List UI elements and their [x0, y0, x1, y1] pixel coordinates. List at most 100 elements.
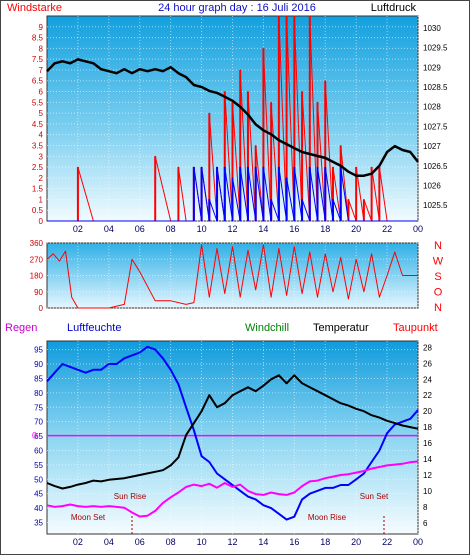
left-tick-label: 0 [39, 304, 44, 313]
x-tick-label: 18 [320, 224, 330, 234]
x-tick-label: 02 [73, 224, 83, 234]
right-tick-label: 14 [423, 455, 432, 464]
x-tick-label: 02 [73, 537, 83, 547]
left-tick-label: 8 [39, 44, 44, 53]
x-tick-label: 20 [351, 537, 361, 547]
regen-zero-label: 0 [32, 431, 37, 441]
right-tick-label: 28 [423, 343, 432, 352]
left-tick-label: 85 [34, 374, 43, 383]
x-tick-label: 22 [382, 224, 392, 234]
wind-direction-line [46, 244, 418, 309]
right-tick-label: 20 [423, 407, 432, 416]
temperatur-line [46, 374, 419, 490]
astro-annotation: Sun Set [360, 492, 389, 501]
temperatur-label: Temperatur [313, 322, 369, 334]
luftdruck-line [46, 58, 419, 177]
luftdruck-axis-label: Luftdruck [371, 2, 417, 14]
wind-direction-series [46, 244, 418, 309]
right-tick-label: 1030 [423, 24, 441, 33]
right-tick-label: 1028.5 [423, 83, 448, 92]
left-tick-label: 40 [34, 504, 43, 513]
right-tick-label: 1029.5 [423, 44, 448, 53]
left-tick-label: 65 [34, 432, 43, 441]
left-tick-label: 8.5 [32, 34, 44, 43]
x-tick-label: 22 [382, 537, 392, 547]
right-tick-label: 18 [423, 423, 432, 432]
x-tick-label: 04 [104, 537, 114, 547]
x-tick-label: 14 [258, 224, 268, 234]
left-tick-label: 55 [34, 461, 43, 470]
left-tick-label: 4.5 [32, 120, 44, 129]
left-tick-label: 60 [34, 446, 43, 455]
pressure-wind-axes: 02 04 06 08 10 12 14 16 18 20 22 0000.511.522.533.5… [32, 23, 448, 234]
left-tick-label: 0 [39, 217, 44, 226]
right-tick-label: 1027 [423, 142, 441, 151]
x-tick-label: 12 [227, 224, 237, 234]
astro-annotation: Moon Set [71, 513, 106, 522]
right-tick-label: 6 [423, 519, 428, 528]
left-tick-label: 5.5 [32, 98, 44, 107]
astro-annotation: Moon Rise [308, 513, 347, 522]
right-tick-label: 1026.5 [423, 162, 448, 171]
left-tick-label: 90 [34, 288, 43, 297]
left-tick-label: 270 [30, 255, 44, 264]
x-tick-label: 08 [166, 537, 176, 547]
windboen-line [47, 166, 418, 222]
left-tick-label: 80 [34, 389, 43, 398]
windchill-label: Windchill [245, 322, 289, 334]
left-tick-label: 0.5 [32, 206, 44, 215]
left-tick-label: 2 [39, 174, 44, 183]
right-tick-label: 12 [423, 471, 432, 480]
right-tick-label: 10 [423, 487, 432, 496]
x-tick-label: 12 [227, 537, 237, 547]
left-tick-label: 75 [34, 403, 43, 412]
right-tick-label: 1025.5 [423, 201, 448, 210]
left-tick-label: 50 [34, 475, 43, 484]
x-tick-label: 20 [351, 224, 361, 234]
taupunkt-label: Taupunkt [393, 322, 438, 334]
right-tick-label: 24 [423, 375, 432, 384]
left-tick-label: 9 [39, 23, 44, 32]
x-tick-label: 08 [166, 224, 176, 234]
x-tick-label: 00 [413, 537, 423, 547]
right-tick-label: 1028 [423, 103, 441, 112]
left-tick-label: 5 [39, 109, 44, 118]
luftfeuchte-label: Luftfeuchte [67, 322, 121, 334]
x-tick-label: 14 [258, 537, 268, 547]
compass-label: O [434, 287, 443, 299]
right-tick-label: 1026 [423, 182, 441, 191]
left-tick-label: 6.5 [32, 77, 44, 86]
left-tick-label: 180 [30, 272, 44, 281]
left-tick-label: 90 [34, 360, 43, 369]
compass-label: W [433, 256, 444, 268]
x-tick-label: 10 [197, 537, 207, 547]
left-tick-label: 360 [30, 239, 44, 248]
pressure-wind-series [46, 15, 419, 222]
regen-label: Regen [5, 322, 37, 334]
x-tick-label: 16 [289, 537, 299, 547]
left-tick-label: 95 [34, 346, 43, 355]
x-tick-label: 18 [320, 537, 330, 547]
compass-label: N [434, 302, 442, 314]
right-tick-label: 16 [423, 439, 432, 448]
left-tick-label: 3 [39, 152, 44, 161]
left-tick-label: 70 [34, 418, 43, 427]
taupunkt-line [46, 460, 419, 518]
left-tick-label: 2.5 [32, 163, 44, 172]
left-tick-label: 7 [39, 66, 44, 75]
luftfeuchte-line [46, 345, 419, 521]
x-tick-label: 06 [135, 224, 145, 234]
temperature-axes: 02 04 06 08 10 12 14 16 18 20 22 003540455055606570… [32, 343, 432, 547]
right-tick-label: 26 [423, 359, 432, 368]
x-tick-label: 16 [289, 224, 299, 234]
compass-label: S [434, 271, 441, 283]
compass-label: N [434, 240, 442, 252]
astro-annotation: Sun Rise [114, 492, 147, 501]
right-tick-label: 22 [423, 391, 432, 400]
right-tick-label: 1027.5 [423, 122, 448, 131]
x-tick-label: 04 [104, 224, 114, 234]
left-tick-label: 6 [39, 88, 44, 97]
left-tick-label: 1 [39, 195, 44, 204]
